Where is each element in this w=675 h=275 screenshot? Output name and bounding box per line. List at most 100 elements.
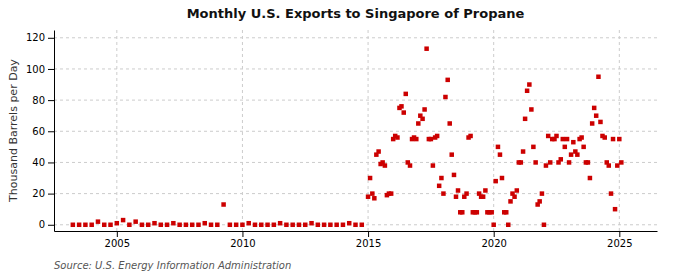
point [525, 89, 530, 94]
point [215, 223, 220, 228]
point [460, 210, 465, 215]
point [504, 210, 509, 215]
point [341, 223, 346, 228]
point [506, 223, 511, 228]
point [190, 223, 195, 228]
x-tick-label: 2015 [356, 238, 381, 249]
point [140, 223, 145, 228]
point [424, 46, 429, 51]
point [416, 121, 421, 126]
point [491, 223, 496, 228]
point [435, 134, 440, 139]
point [441, 191, 446, 196]
point [533, 160, 538, 165]
point [146, 223, 151, 228]
point [121, 218, 126, 223]
point [77, 223, 82, 228]
y-tick-label: 0 [39, 219, 45, 230]
point [496, 145, 501, 150]
point [468, 134, 473, 139]
y-grid-line [54, 37, 657, 38]
x-tick: 2020 [481, 231, 506, 249]
chart: 20052010201520202025020406080100120Month… [0, 0, 675, 275]
y-tick: 0 [39, 219, 54, 230]
y-tick-label: 20 [32, 188, 45, 199]
point [498, 152, 503, 157]
point [404, 92, 409, 97]
point [588, 176, 593, 181]
point [481, 194, 486, 199]
point [372, 196, 377, 201]
point [431, 163, 436, 168]
point [546, 134, 551, 139]
point [127, 223, 132, 228]
x-tick: 2015 [356, 231, 381, 249]
point [581, 145, 586, 150]
points [71, 46, 624, 227]
point [360, 223, 365, 228]
point [571, 140, 576, 145]
point [108, 223, 113, 228]
x-tick: 2005 [105, 231, 130, 249]
y-tick-label: 120 [26, 32, 45, 43]
point [575, 152, 580, 157]
point [531, 145, 536, 150]
point [353, 223, 358, 228]
point [221, 202, 226, 207]
point [548, 160, 553, 165]
point [414, 137, 419, 142]
point [389, 191, 394, 196]
point [309, 221, 314, 226]
x-tick-mark [494, 231, 495, 237]
y-tick-label: 40 [32, 157, 45, 168]
point [228, 223, 233, 228]
y-grid-line [54, 100, 657, 101]
point [328, 223, 333, 228]
point [334, 223, 339, 228]
y-axis-line [54, 31, 55, 232]
y-tick: 80 [32, 95, 54, 106]
point [447, 121, 452, 126]
point [449, 152, 454, 157]
y-axis-label: Thousand Barrels per Day [7, 59, 20, 203]
point [370, 191, 375, 196]
point [203, 221, 208, 226]
point [316, 223, 321, 228]
point [602, 135, 607, 140]
x-tick-label: 2010 [230, 238, 255, 249]
point [540, 191, 545, 196]
x-grid-line [493, 30, 494, 231]
y-axis: 020406080100120 [26, 31, 55, 232]
point [399, 104, 404, 109]
x-tick: 2025 [607, 231, 632, 249]
point [297, 223, 302, 228]
y-tick-label: 80 [32, 95, 45, 106]
point [611, 137, 616, 142]
point [165, 223, 170, 228]
x-grid-line [242, 30, 243, 231]
point [519, 160, 524, 165]
y-tick-mark [48, 38, 54, 39]
plot-area: 20052010201520202025020406080100120 [26, 30, 658, 249]
point [592, 106, 597, 111]
point [96, 219, 101, 224]
point [89, 223, 94, 228]
y-tick-mark [48, 100, 54, 101]
point [177, 223, 182, 228]
point [527, 82, 532, 87]
point [529, 107, 534, 112]
x-axis-line [55, 231, 658, 232]
x-tick-mark [242, 231, 243, 237]
point [586, 160, 591, 165]
y-tick: 60 [32, 126, 54, 137]
y-grid-line [54, 131, 657, 132]
point [475, 210, 480, 215]
point [615, 163, 620, 168]
point [347, 221, 352, 226]
point [303, 223, 308, 228]
title: Monthly U.S. Exports to Singapore of Pro… [187, 6, 525, 21]
point [366, 194, 371, 199]
point [133, 219, 138, 224]
point [596, 74, 601, 79]
point [493, 179, 498, 184]
